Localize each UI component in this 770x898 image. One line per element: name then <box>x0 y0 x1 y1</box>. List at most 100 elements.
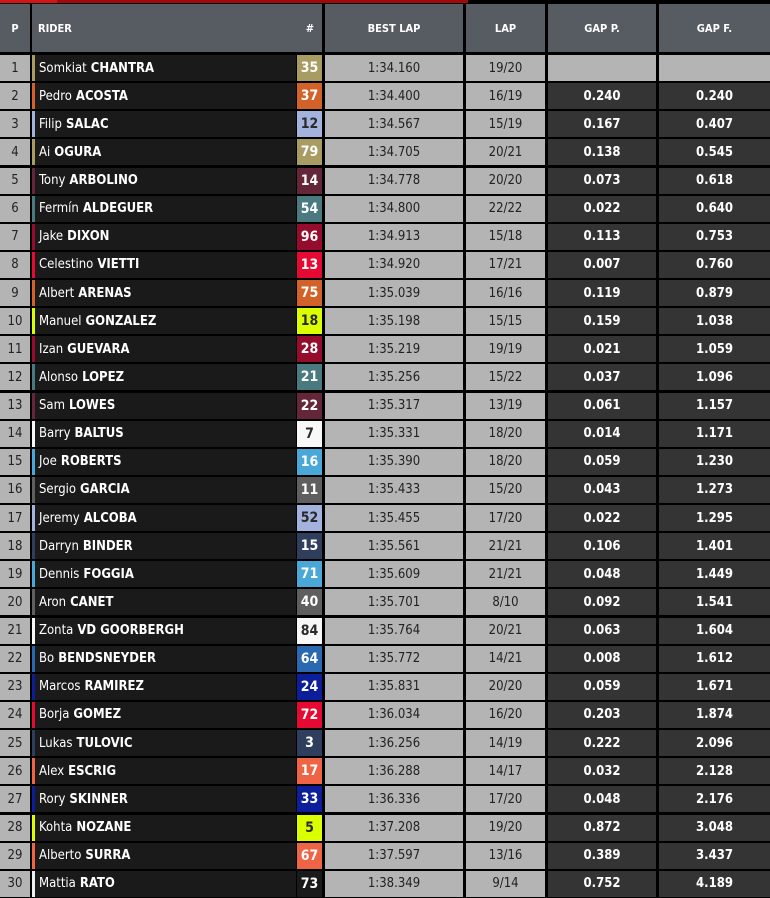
team-color-stripe <box>32 673 35 700</box>
position: 1 <box>0 55 30 81</box>
gap-first: 0.753 <box>659 223 770 250</box>
table-row[interactable]: 9 Albert ARENAS 75 1:35.039 16/16 0.119 0.879 <box>0 280 770 307</box>
best-lap: 1:35.256 <box>325 364 463 391</box>
team-color-stripe <box>32 701 35 728</box>
position: 17 <box>0 505 30 532</box>
table-row[interactable]: 16 Sergio GARCIA 11 1:35.433 15/20 0.043 1.273 <box>0 476 770 503</box>
rider-number-badge: 16 <box>297 448 322 475</box>
gap-previous: 0.389 <box>548 842 656 869</box>
table-row[interactable]: 7 Jake DIXON 96 1:34.913 15/18 0.113 0.753 <box>0 223 770 250</box>
table-row[interactable]: 2 Pedro ACOSTA 37 1:34.400 16/19 0.240 0.240 <box>0 83 770 110</box>
gap-previous: 0.203 <box>548 701 656 728</box>
best-lap: 1:34.400 <box>325 83 463 110</box>
rider-first-name: Mattia <box>39 876 76 892</box>
rider-first-name: Albert <box>39 285 75 301</box>
position: 12 <box>0 364 30 391</box>
gap-previous: 0.073 <box>548 167 656 194</box>
header-lap: LAP <box>466 4 545 52</box>
gap-previous: 0.059 <box>548 673 656 700</box>
best-lap: 1:35.764 <box>325 617 463 644</box>
table-row[interactable]: 13 Sam LOWES 22 1:35.317 13/19 0.061 1.157 <box>0 392 770 419</box>
rider-number-badge: 5 <box>297 814 322 841</box>
rider-number-badge: 71 <box>297 561 322 588</box>
team-color-stripe <box>32 55 35 81</box>
table-row[interactable]: 27 Rory SKINNER 33 1:36.336 17/20 0.048 2.176 <box>0 786 770 813</box>
position: 29 <box>0 842 30 869</box>
rider-name: Alonso LOPEZ <box>35 364 296 391</box>
rider-number-badge: 12 <box>297 111 322 138</box>
gap-first: 4.189 <box>659 870 770 897</box>
gap-previous: 0.048 <box>548 561 656 588</box>
position: 8 <box>0 251 30 278</box>
lap: 14/17 <box>466 758 545 785</box>
rider-first-name: Borja <box>39 707 70 723</box>
best-lap: 1:34.778 <box>325 167 463 194</box>
gap-first: 2.096 <box>659 730 770 757</box>
table-row[interactable]: 12 Alonso LOPEZ 21 1:35.256 15/22 0.037 1.096 <box>0 364 770 391</box>
lap: 15/22 <box>466 364 545 391</box>
position: 22 <box>0 645 30 672</box>
rider-number-badge: 72 <box>297 701 322 728</box>
table-row[interactable]: 22 Bo BENDSNEYDER 64 1:35.772 14/21 0.008 1.612 <box>0 645 770 672</box>
table-row[interactable]: 11 Izan GUEVARA 28 1:35.219 19/19 0.021 1.059 <box>0 336 770 363</box>
lap: 8/10 <box>466 589 545 616</box>
table-row[interactable]: 28 Kohta NOZANE 5 1:37.208 19/20 0.872 3.048 <box>0 814 770 841</box>
table-row[interactable]: 15 Joe ROBERTS 16 1:35.390 18/20 0.059 1.230 <box>0 448 770 475</box>
table-row[interactable]: 23 Marcos RAMIREZ 24 1:35.831 20/20 0.059 1.671 <box>0 673 770 700</box>
table-row[interactable]: 20 Aron CANET 40 1:35.701 8/10 0.092 1.541 <box>0 589 770 616</box>
table-row[interactable]: 8 Celestino VIETTI 13 1:34.920 17/21 0.007 0.76… <box>0 251 770 278</box>
table-row[interactable]: 6 Fermín ALDEGUER 54 1:34.800 22/22 0.022 0.640 <box>0 195 770 222</box>
table-row[interactable]: 26 Alex ESCRIG 17 1:36.288 14/17 0.032 2.128 <box>0 758 770 785</box>
rider-last-name: NOZANE <box>76 820 132 835</box>
lap: 20/20 <box>466 167 545 194</box>
gap-previous: 0.240 <box>548 83 656 110</box>
lap: 15/18 <box>466 223 545 250</box>
lap: 18/20 <box>466 420 545 447</box>
lap: 15/15 <box>466 308 545 335</box>
team-color-stripe <box>32 308 35 335</box>
lap: 13/19 <box>466 392 545 419</box>
table-row[interactable]: 19 Dennis FOGGIA 71 1:35.609 21/21 0.048 1.449 <box>0 561 770 588</box>
table-row[interactable]: 18 Darryn BINDER 15 1:35.561 21/21 0.106 1.401 <box>0 533 770 560</box>
table-row[interactable]: 3 Filip SALAC 12 1:34.567 15/19 0.167 0.407 <box>0 111 770 138</box>
rider-name: Barry BALTUS <box>35 420 296 447</box>
gap-previous: 0.872 <box>548 814 656 841</box>
table-row[interactable]: 14 Barry BALTUS 7 1:35.331 18/20 0.014 1.171 <box>0 420 770 447</box>
table-row[interactable]: 25 Lukas TULOVIC 3 1:36.256 14/19 0.222 2.096 <box>0 730 770 757</box>
table-row[interactable]: 10 Manuel GONZALEZ 18 1:35.198 15/15 0.159 1.03… <box>0 308 770 335</box>
rider-first-name: Fermín <box>39 201 79 217</box>
gap-previous: 0.138 <box>548 139 656 166</box>
table-row[interactable]: 21 Zonta VD GOORBERGH 84 1:35.764 20/21 0.063 1… <box>0 617 770 644</box>
rider-first-name: Alonso <box>39 369 79 385</box>
rider-first-name: Marcos <box>39 679 81 695</box>
rider-name: Lukas TULOVIC <box>35 730 296 757</box>
gap-previous: 0.167 <box>548 111 656 138</box>
best-lap: 1:34.705 <box>325 139 463 166</box>
team-color-stripe <box>32 364 35 391</box>
rider-last-name: SKINNER <box>69 791 128 807</box>
table-row[interactable]: 5 Tony ARBOLINO 14 1:34.778 20/20 0.073 0.618 <box>0 167 770 194</box>
rider-last-name: CANET <box>70 594 114 610</box>
rider-first-name: Celestino <box>39 257 94 273</box>
table-row[interactable]: 17 Jeremy ALCOBA 52 1:35.455 17/20 0.022 1.295 <box>0 505 770 532</box>
table-row[interactable]: 4 Ai OGURA 79 1:34.705 20/21 0.138 0.545 <box>0 139 770 166</box>
rider-name: Albert ARENAS <box>35 280 296 307</box>
best-lap: 1:35.198 <box>325 308 463 335</box>
table-row[interactable]: 24 Borja GOMEZ 72 1:36.034 16/20 0.203 1.874 <box>0 701 770 728</box>
gap-previous: 0.014 <box>548 420 656 447</box>
position: 26 <box>0 758 30 785</box>
rider-first-name: Jake <box>39 229 64 245</box>
rider-first-name: Joe <box>39 454 57 470</box>
gap-first: 0.240 <box>659 83 770 110</box>
table-row[interactable]: 1 Somkiat CHANTRA 35 1:34.160 19/20 <box>0 55 770 81</box>
best-lap: 1:35.561 <box>325 533 463 560</box>
table-row[interactable]: 29 Alberto SURRA 67 1:37.597 13/16 0.389 3.437 <box>0 842 770 869</box>
table-row[interactable]: 30 Mattia RATO 73 1:38.349 9/14 0.752 4.189 <box>0 870 770 897</box>
gap-previous: 0.048 <box>548 786 656 813</box>
team-color-stripe <box>32 758 35 785</box>
rider-name: Sam LOWES <box>35 392 296 419</box>
gap-first: 0.640 <box>659 195 770 222</box>
gap-previous: 0.037 <box>548 364 656 391</box>
best-lap: 1:34.800 <box>325 195 463 222</box>
gap-previous: 0.119 <box>548 280 656 307</box>
